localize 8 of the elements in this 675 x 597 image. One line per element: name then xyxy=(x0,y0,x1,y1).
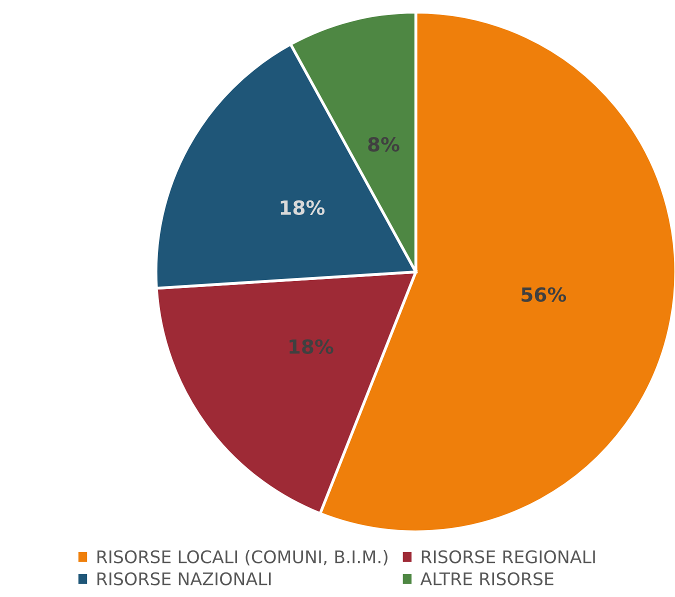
data-label: 8% xyxy=(368,137,400,152)
legend-label: RISORSE REGIONALI xyxy=(422,550,595,564)
data-label: 18% xyxy=(290,339,334,354)
data-label: 56% xyxy=(522,287,566,302)
legend-label: ALTRE RISORSE xyxy=(420,572,554,586)
legend-label: RISORSE NAZIONALI xyxy=(97,572,271,586)
legend-label: RISORSE LOCALI (COMUNI, B.I.M.) xyxy=(97,550,388,566)
data-label: 18% xyxy=(280,200,325,215)
